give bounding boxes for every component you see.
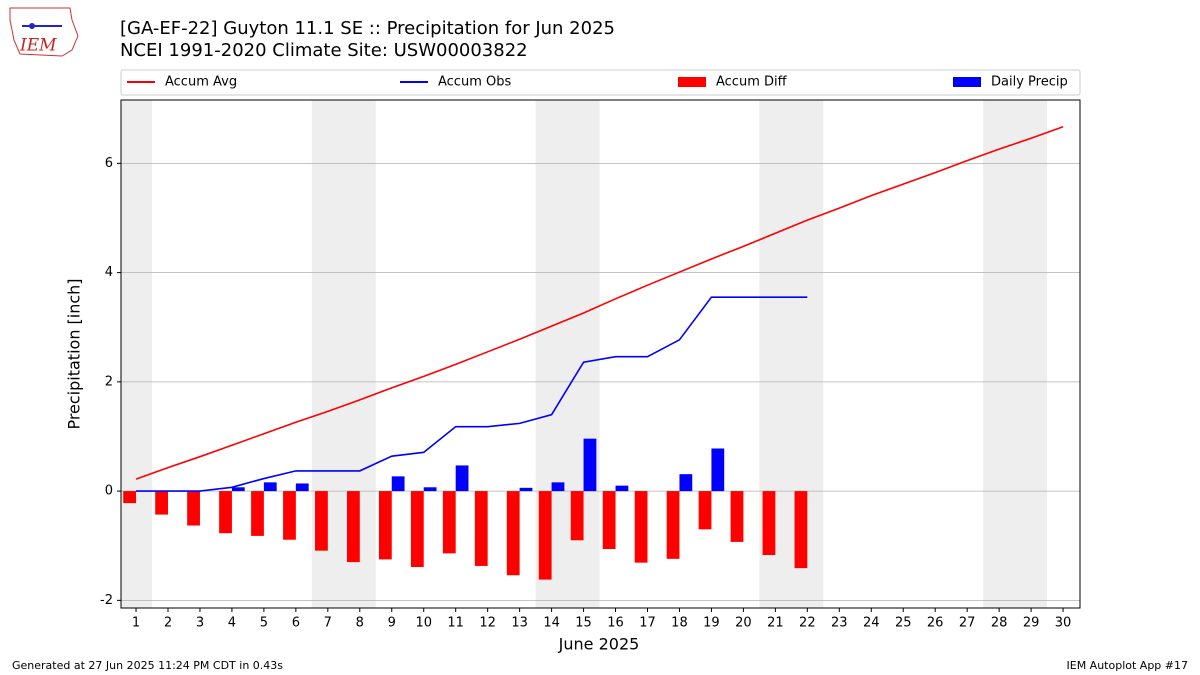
bar xyxy=(263,482,277,492)
weekend-shade xyxy=(983,100,1048,608)
x-tick-label: 15 xyxy=(575,616,592,631)
legend-label: Accum Obs xyxy=(438,75,511,90)
x-tick-label: 20 xyxy=(735,616,752,631)
bar xyxy=(155,491,168,515)
legend-swatch xyxy=(678,77,706,87)
x-tick-label: 5 xyxy=(260,616,268,631)
x-tick-label: 19 xyxy=(703,616,720,631)
x-tick-label: 6 xyxy=(292,616,300,631)
x-tick-label: 9 xyxy=(388,616,396,631)
x-tick-label: 4 xyxy=(228,616,236,631)
bar xyxy=(794,491,808,569)
bar xyxy=(295,483,309,492)
line xyxy=(136,296,808,492)
bar xyxy=(231,487,245,492)
bar xyxy=(423,487,437,492)
y-tick-label: 6 xyxy=(105,156,113,171)
bar xyxy=(519,487,533,492)
x-axis-label: June 2025 xyxy=(558,635,640,654)
bar xyxy=(442,491,456,554)
line xyxy=(135,126,1064,480)
x-tick-label: 17 xyxy=(639,616,656,631)
bar xyxy=(583,438,597,492)
bar xyxy=(455,465,469,492)
bar xyxy=(378,491,392,560)
legend-label: Accum Diff xyxy=(716,75,788,90)
y-tick-label: 2 xyxy=(105,374,113,389)
bar xyxy=(730,491,744,542)
x-tick-label: 16 xyxy=(607,616,624,631)
bar xyxy=(666,491,680,559)
bar xyxy=(698,491,712,530)
x-tick-label: 28 xyxy=(991,616,1008,631)
bar xyxy=(219,491,232,534)
y-tick-label: 0 xyxy=(105,484,113,499)
chart-title: [GA-EF-22] Guyton 11.1 SE :: Precipitati… xyxy=(120,18,615,39)
x-tick-label: 27 xyxy=(959,616,976,631)
x-tick-label: 23 xyxy=(831,616,848,631)
x-tick-label: 25 xyxy=(895,616,912,631)
legend-label: Accum Avg xyxy=(165,75,237,90)
x-tick-label: 26 xyxy=(927,616,944,631)
legend-box xyxy=(120,69,1081,96)
bar xyxy=(283,491,296,540)
bar xyxy=(410,491,424,568)
logo: IEM xyxy=(9,7,79,57)
x-tick-label: 7 xyxy=(324,616,332,631)
bar xyxy=(762,491,776,556)
bar xyxy=(187,491,200,526)
x-tick-label: 2 xyxy=(164,616,172,631)
bar xyxy=(347,491,360,563)
x-tick-label: 14 xyxy=(543,616,560,631)
x-tick-label: 8 xyxy=(356,616,364,631)
x-tick-label: 21 xyxy=(767,616,784,631)
legend-swatch xyxy=(953,77,981,87)
bar xyxy=(551,482,565,492)
x-tick-label: 22 xyxy=(799,616,816,631)
x-tick-label: 1 xyxy=(132,616,140,631)
bar xyxy=(251,491,264,536)
bar xyxy=(315,491,328,551)
x-tick-label: 12 xyxy=(479,616,496,631)
x-tick-label: 11 xyxy=(447,616,464,631)
bar xyxy=(679,474,693,492)
x-tick-label: 10 xyxy=(415,616,432,631)
bar xyxy=(711,448,725,492)
y-axis-label: Precipitation [inch] xyxy=(65,278,84,429)
y-tick-label: 4 xyxy=(105,265,113,280)
logo-text: IEM xyxy=(19,36,57,56)
x-tick-label: 13 xyxy=(511,616,528,631)
plot-frame xyxy=(120,99,1081,609)
x-tick-label: 30 xyxy=(1055,616,1072,631)
weekend-shade xyxy=(121,100,153,608)
bar xyxy=(391,476,405,492)
y-tick-label: -2 xyxy=(100,593,113,608)
bar xyxy=(602,491,616,550)
bar xyxy=(538,491,552,580)
bar xyxy=(615,485,629,492)
footer-right: IEM Autoplot App #17 xyxy=(1067,659,1189,672)
x-tick-label: 29 xyxy=(1023,616,1040,631)
x-tick-label: 3 xyxy=(196,616,204,631)
bar xyxy=(570,491,584,541)
legend-label: Daily Precip xyxy=(991,75,1068,90)
x-tick-label: 18 xyxy=(671,616,688,631)
bar xyxy=(506,491,520,576)
chart-subtitle: NCEI 1991-2020 Climate Site: USW00003822 xyxy=(120,40,528,61)
bar xyxy=(634,491,648,563)
bar xyxy=(474,491,488,566)
footer-left: Generated at 27 Jun 2025 11:24 PM CDT in… xyxy=(12,659,283,672)
x-tick-label: 24 xyxy=(863,616,880,631)
bar xyxy=(123,491,137,504)
